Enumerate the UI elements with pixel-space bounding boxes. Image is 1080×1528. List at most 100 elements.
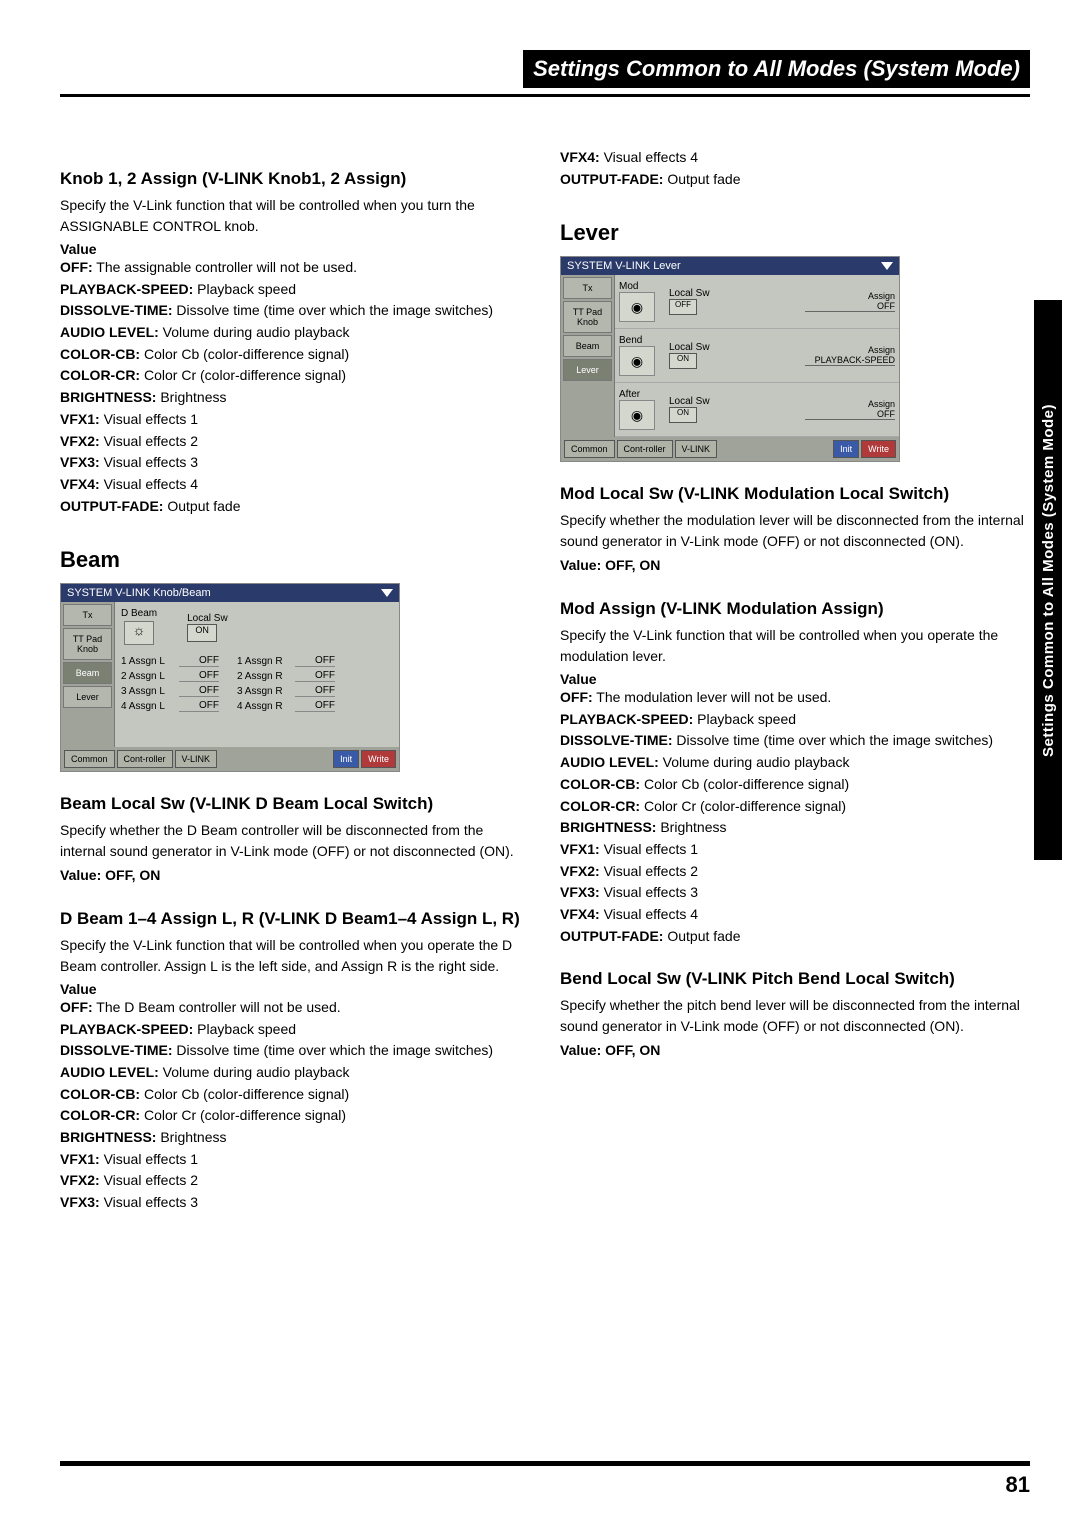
beam-ss-localsw-label: Local Sw (187, 613, 228, 624)
ss-bottom-button[interactable]: Common (64, 750, 115, 768)
ss-bottom-button[interactable]: Init (833, 440, 859, 458)
bend-local-heading: Bend Local Sw (V-LINK Pitch Bend Local S… (560, 969, 1030, 989)
ss-bottom-button[interactable]: V-LINK (175, 750, 218, 768)
ss-tab[interactable]: TT Pad Knob (563, 301, 612, 333)
ss-tab[interactable]: Lever (563, 359, 612, 381)
bend-local-value: Value: OFF, ON (560, 1040, 1030, 1062)
beam-ss-title: SYSTEM V-LINK Knob/Beam (67, 587, 211, 599)
dropdown-icon (381, 589, 393, 597)
ss-bottom-button[interactable]: Write (361, 750, 396, 768)
dbeam-assign-desc: Specify the V-Link function that will be… (60, 935, 530, 977)
side-tab: Settings Common to All Modes (System Mod… (1034, 300, 1062, 860)
option-row: DISSOLVE-TIME: Dissolve time (time over … (560, 730, 1030, 752)
option-row: OFF: The assignable controller will not … (60, 257, 530, 279)
option-row: VFX3: Visual effects 3 (60, 452, 530, 474)
option-row: COLOR-CB: Color Cb (color-difference sig… (60, 344, 530, 366)
ss-bottom-button[interactable]: Cont-roller (117, 750, 173, 768)
left-column: Knob 1, 2 Assign (V-LINK Knob1, 2 Assign… (60, 147, 530, 1214)
ss-bottom-button[interactable]: Init (333, 750, 359, 768)
option-row: AUDIO LEVEL: Volume during audio playbac… (60, 322, 530, 344)
knob-value-label: Value (60, 241, 530, 257)
ss-tab[interactable]: Lever (63, 686, 112, 708)
option-row: VFX3: Visual effects 3 (60, 1192, 530, 1214)
option-row: VFX2: Visual effects 2 (60, 1170, 530, 1192)
ss-tab[interactable]: TT Pad Knob (63, 628, 112, 660)
option-row: VFX4: Visual effects 4 (560, 147, 1030, 169)
option-row: COLOR-CB: Color Cb (color-difference sig… (60, 1084, 530, 1106)
option-row: OUTPUT-FADE: Output fade (560, 169, 1030, 191)
footer: 81 (60, 1461, 1030, 1498)
option-row: COLOR-CR: Color Cr (color-difference sig… (60, 365, 530, 387)
option-row: COLOR-CB: Color Cb (color-difference sig… (560, 774, 1030, 796)
beam-ss-row: 1 Assgn LOFF1 Assgn ROFF (121, 655, 393, 667)
option-row: DISSOLVE-TIME: Dissolve time (time over … (60, 300, 530, 322)
lever-ss-row: Mod◉Local SwOFFAssignOFF (615, 275, 899, 329)
option-row: VFX4: Visual effects 4 (560, 904, 1030, 926)
option-row: BRIGHTNESS: Brightness (60, 387, 530, 409)
beam-local-heading: Beam Local Sw (V-LINK D Beam Local Switc… (60, 794, 530, 814)
option-row: OFF: The D Beam controller will not be u… (60, 997, 530, 1019)
knob-heading: Knob 1, 2 Assign (V-LINK Knob1, 2 Assign… (60, 169, 530, 189)
beam-ss-top-label: D Beam (121, 608, 157, 619)
dbeam-value-label: Value (60, 981, 530, 997)
ss-tab[interactable]: Tx (63, 604, 112, 626)
mod-assign-heading: Mod Assign (V-LINK Modulation Assign) (560, 599, 1030, 619)
beam-local-desc: Specify whether the D Beam controller wi… (60, 820, 530, 862)
header: Settings Common to All Modes (System Mod… (60, 50, 1030, 88)
option-row: VFX2: Visual effects 2 (560, 861, 1030, 883)
dropdown-icon (881, 262, 893, 270)
option-row: COLOR-CR: Color Cr (color-difference sig… (60, 1105, 530, 1127)
option-row: BRIGHTNESS: Brightness (560, 817, 1030, 839)
page-number: 81 (60, 1472, 1030, 1498)
ss-tab[interactable]: Beam (63, 662, 112, 684)
beam-icon: ☼ (124, 621, 154, 645)
beam-ss-row: 4 Assgn LOFF4 Assgn ROFF (121, 700, 393, 712)
option-row: PLAYBACK-SPEED: Playback speed (60, 1019, 530, 1041)
lever-ss-row: Bend◉Local SwONAssignPLAYBACK-SPEED (615, 329, 899, 383)
option-row: DISSOLVE-TIME: Dissolve time (time over … (60, 1040, 530, 1062)
header-title: Settings Common to All Modes (System Mod… (523, 50, 1030, 88)
ss-bottom-button[interactable]: Common (564, 440, 615, 458)
beam-heading: Beam (60, 547, 530, 573)
option-row: PLAYBACK-SPEED: Playback speed (60, 279, 530, 301)
ss-tab[interactable]: Tx (563, 277, 612, 299)
mod-local-heading: Mod Local Sw (V-LINK Modulation Local Sw… (560, 484, 1030, 504)
option-row: VFX4: Visual effects 4 (60, 474, 530, 496)
header-rule (60, 94, 1030, 97)
lever-ss-row: After◉Local SwONAssignOFF (615, 383, 899, 437)
beam-ss-localsw-val: ON (187, 624, 217, 642)
beam-ss-row: 3 Assgn LOFF3 Assgn ROFF (121, 685, 393, 697)
option-row: COLOR-CR: Color Cr (color-difference sig… (560, 796, 1030, 818)
beam-screenshot: SYSTEM V-LINK Knob/Beam TxTT Pad KnobBea… (60, 583, 400, 772)
option-row: VFX1: Visual effects 1 (60, 409, 530, 431)
knob-desc: Specify the V-Link function that will be… (60, 195, 530, 237)
ss-tab[interactable]: Beam (563, 335, 612, 357)
beam-ss-row: 2 Assgn LOFF2 Assgn ROFF (121, 670, 393, 682)
bend-local-desc: Specify whether the pitch bend lever wil… (560, 995, 1030, 1037)
option-row: AUDIO LEVEL: Volume during audio playbac… (60, 1062, 530, 1084)
ss-bottom-button[interactable]: Write (861, 440, 896, 458)
option-row: VFX1: Visual effects 1 (560, 839, 1030, 861)
ss-bottom-button[interactable]: Cont-roller (617, 440, 673, 458)
option-row: VFX3: Visual effects 3 (560, 882, 1030, 904)
ss-bottom-button[interactable]: V-LINK (675, 440, 718, 458)
lever-screenshot: SYSTEM V-LINK Lever TxTT Pad KnobBeamLev… (560, 256, 900, 462)
footer-rule (60, 1461, 1030, 1466)
lever-ss-title: SYSTEM V-LINK Lever (567, 260, 681, 272)
mod-assign-value-label: Value (560, 671, 1030, 687)
mod-local-value: Value: OFF, ON (560, 555, 1030, 577)
option-row: BRIGHTNESS: Brightness (60, 1127, 530, 1149)
option-row: OUTPUT-FADE: Output fade (560, 926, 1030, 948)
option-row: VFX1: Visual effects 1 (60, 1149, 530, 1171)
option-row: PLAYBACK-SPEED: Playback speed (560, 709, 1030, 731)
option-row: OFF: The modulation lever will not be us… (560, 687, 1030, 709)
option-row: OUTPUT-FADE: Output fade (60, 496, 530, 518)
beam-local-value: Value: OFF, ON (60, 865, 530, 887)
lever-heading: Lever (560, 220, 1030, 246)
side-tab-label: Settings Common to All Modes (System Mod… (1040, 404, 1057, 757)
dbeam-assign-heading: D Beam 1–4 Assign L, R (V-LINK D Beam1–4… (60, 909, 530, 929)
mod-assign-desc: Specify the V-Link function that will be… (560, 625, 1030, 667)
right-column: VFX4: Visual effects 4OUTPUT-FADE: Outpu… (560, 147, 1030, 1214)
option-row: AUDIO LEVEL: Volume during audio playbac… (560, 752, 1030, 774)
mod-local-desc: Specify whether the modulation lever wil… (560, 510, 1030, 552)
